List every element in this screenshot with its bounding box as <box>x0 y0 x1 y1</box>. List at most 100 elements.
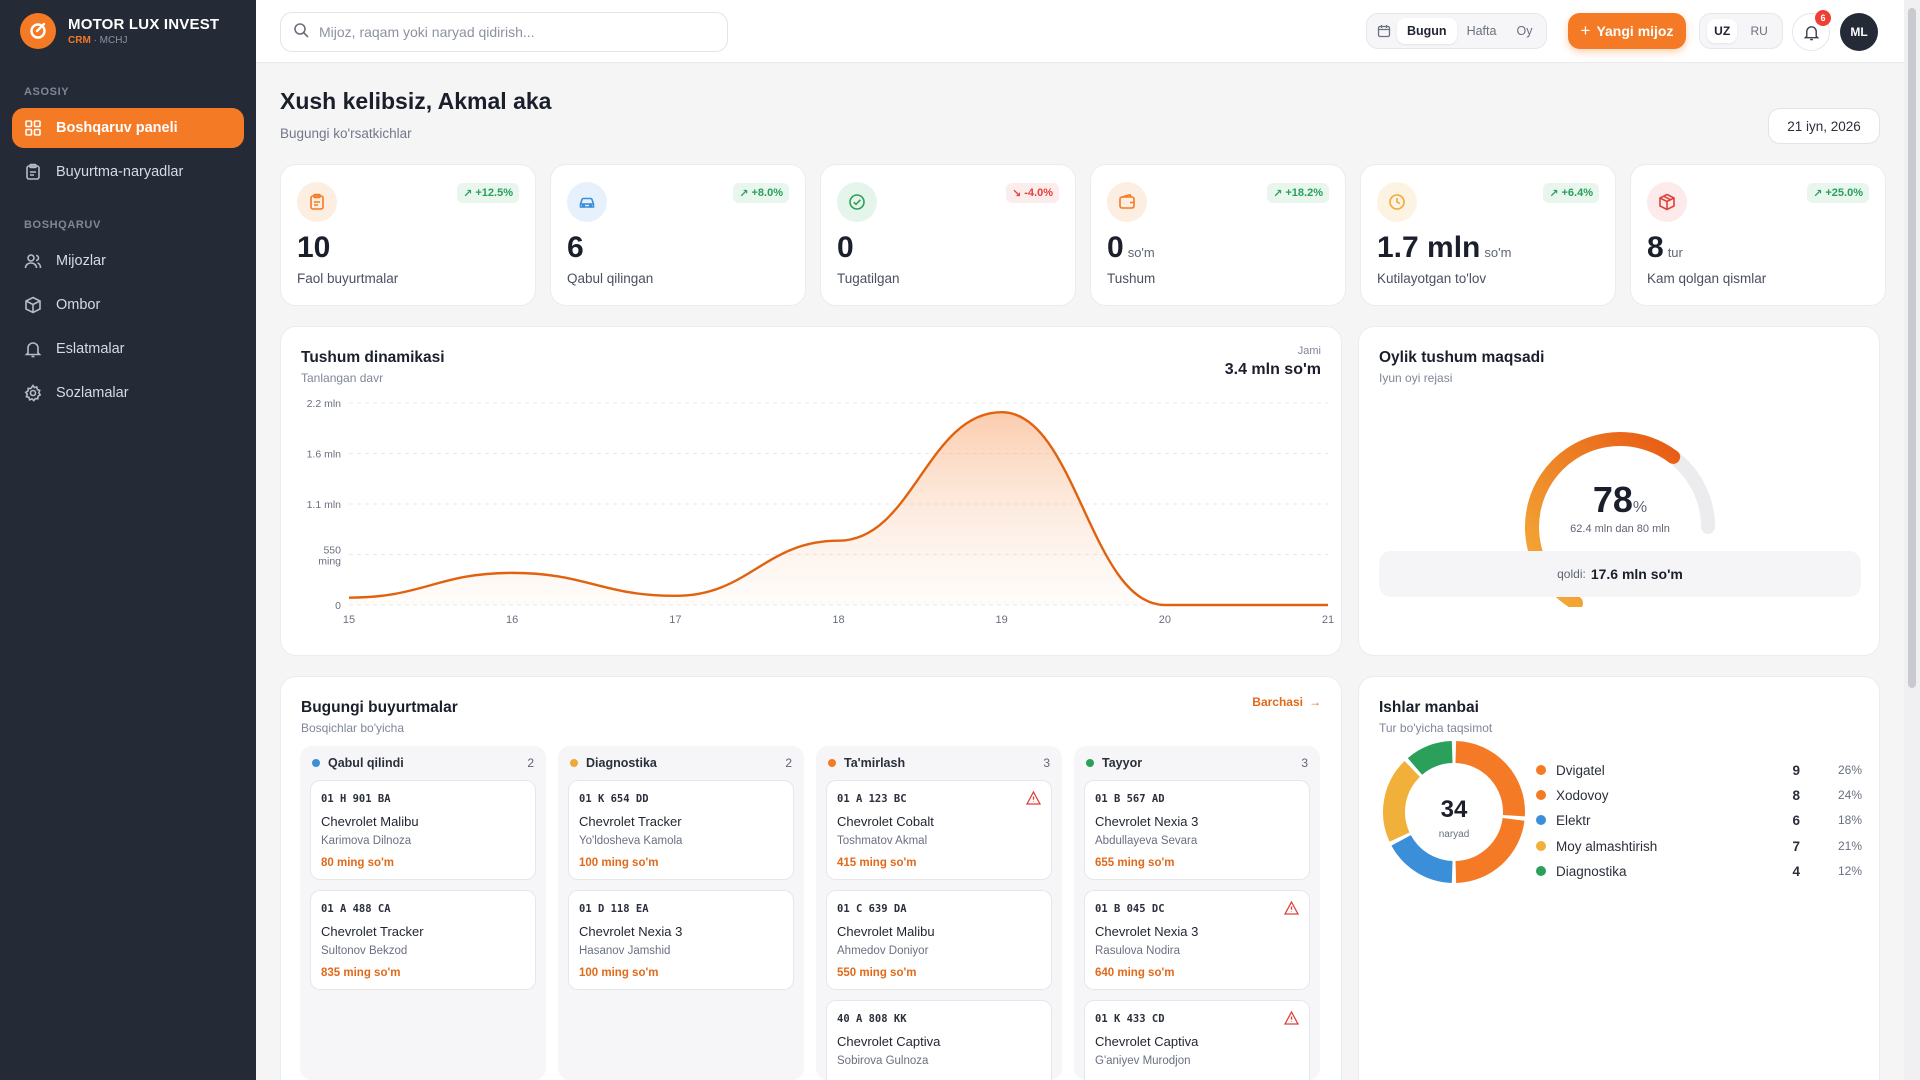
avatar[interactable]: ML <box>1840 13 1878 51</box>
goal-detail: 62.4 mln dan 80 mln <box>1570 523 1670 535</box>
order-plate: 01 D 118 EA <box>579 903 649 915</box>
wallet-icon <box>1107 182 1147 222</box>
y-tick-label: 2.2 mln <box>307 398 342 410</box>
sources-donut-chart <box>1383 741 1525 883</box>
sidebar-item-label: Buyurtma-naryadlar <box>56 164 184 180</box>
order-card[interactable]: 01 C 639 DA Chevrolet Malibu Ahmedov Don… <box>826 890 1052 990</box>
order-plate: 01 C 639 DA <box>837 903 907 915</box>
sidebar-item-dashboard[interactable]: Boshqaruv paneli <box>12 108 244 148</box>
order-plate: 01 B 567 AD <box>1095 793 1165 805</box>
order-client: Ahmedov Doniyor <box>837 945 929 957</box>
chart-total-value: 3.4 mln so'm <box>1224 361 1321 378</box>
kpi-label: Kutilayotgan to'lov <box>1377 271 1487 286</box>
date-picker[interactable]: 21 iyn, 2026 <box>1768 108 1880 144</box>
order-plate: 40 A 808 KK <box>837 1013 907 1025</box>
order-client: Rasulova Nodira <box>1095 945 1181 957</box>
order-car: Chevrolet Tracker <box>579 814 682 829</box>
sidebar-item-reminders[interactable]: Eslatmalar <box>12 329 244 369</box>
period-today[interactable]: Bugun <box>1397 18 1457 44</box>
legend-dot <box>1536 866 1546 876</box>
bell-icon <box>24 340 42 358</box>
legend-dot <box>1536 790 1546 800</box>
chart-total-label: Jami <box>1297 345 1321 357</box>
y-tick-label: 0 <box>335 600 341 612</box>
chart-subtitle: Tanlangan davr <box>301 371 384 385</box>
trend-up-icon: ↗ <box>1813 187 1823 200</box>
kanban-column-ready: Tayyor 3 01 B 567 AD Chevrolet Nexia 3 Ab… <box>1074 746 1320 1080</box>
sidebar-item-settings[interactable]: Sozlamalar <box>12 373 244 413</box>
kpi-card-low-stock[interactable]: ↗ +25.0% 8 tur Kam qolgan qismlar <box>1630 164 1886 306</box>
y-tick-label: 1.6 mln <box>307 449 342 461</box>
kpi-value: 0 so'm <box>1107 231 1155 264</box>
nav-section-manage: BOSHQARUV <box>24 219 101 231</box>
sidebar-item-label: Mijozlar <box>56 253 106 269</box>
order-client: G'aniyev Murodjon <box>1095 1055 1191 1067</box>
order-card[interactable]: 01 H 901 BA Chevrolet Malibu Karimova Di… <box>310 780 536 880</box>
donut-slice <box>1407 741 1453 776</box>
order-card[interactable]: 01 A 123 BC Chevrolet Cobalt Toshmatov A… <box>826 780 1052 880</box>
kpi-card-active-orders[interactable]: ↗ +12.5% 10 Faol buyurtmalar <box>280 164 536 306</box>
sidebar-item-clients[interactable]: Mijozlar <box>12 241 244 281</box>
order-card[interactable]: 01 B 567 AD Chevrolet Nexia 3 Abdullayev… <box>1084 780 1310 880</box>
column-header: Ta'mirlash 3 <box>828 756 1050 770</box>
legend-dot <box>1536 841 1546 851</box>
order-price: 640 ming so'm <box>1095 967 1175 979</box>
order-price: 550 ming so'm <box>837 967 917 979</box>
lang-ru[interactable]: RU <box>1750 24 1768 38</box>
order-card[interactable]: 01 B 045 DC Chevrolet Nexia 3 Rasulova N… <box>1084 890 1310 990</box>
order-client: Sobirova Gulnoza <box>837 1055 929 1067</box>
order-card[interactable]: 01 A 488 CA Chevrolet Tracker Sultonov B… <box>310 890 536 990</box>
order-price: 100 ming so'm <box>579 857 659 869</box>
page-scrollbar[interactable] <box>1904 0 1920 1080</box>
orders-title: Bugungi buyurtmalar <box>301 699 458 716</box>
car-icon <box>567 182 607 222</box>
order-client: Karimova Dilnoza <box>321 835 412 847</box>
sidebar-item-label: Sozlamalar <box>56 385 129 401</box>
period-week[interactable]: Hafta <box>1466 24 1497 38</box>
page-title: Xush kelibsiz, Akmal aka <box>280 88 552 114</box>
sidebar-item-warehouse[interactable]: Ombor <box>12 285 244 325</box>
legend-item: Moy almashtirish 7 21% <box>1536 836 1862 856</box>
check-circle-icon <box>837 182 877 222</box>
kanban-column-diagnostics: Diagnostika 2 01 K 654 DD Chevrolet Track… <box>558 746 804 1080</box>
kpi-card-completed[interactable]: ↘ -4.0% 0 Tugatilgan <box>820 164 1076 306</box>
lang-uz[interactable]: UZ <box>1707 19 1738 43</box>
trend-badge: ↗ +18.2% <box>1267 183 1329 203</box>
search-icon <box>293 22 309 43</box>
period-month[interactable]: Oy <box>1516 24 1533 38</box>
order-card[interactable]: 01 D 118 EA Chevrolet Nexia 3 Hasanov Ja… <box>568 890 794 990</box>
search-box[interactable] <box>280 12 728 52</box>
order-car: Chevrolet Malibu <box>321 814 419 829</box>
calendar-icon <box>1377 24 1391 38</box>
order-card[interactable]: 40 A 808 KK Chevrolet Captiva Sobirova G… <box>826 1000 1052 1080</box>
kpi-card-revenue[interactable]: ↗ +18.2% 0 so'm Tushum <box>1090 164 1346 306</box>
trend-up-icon: ↗ <box>463 187 473 200</box>
sidebar-item-orders[interactable]: Buyurtma-naryadlar <box>12 152 244 192</box>
goal-percent: 78% <box>1592 479 1648 520</box>
order-car: Chevrolet Malibu <box>837 924 935 939</box>
x-tick-label: 19 <box>996 614 1008 626</box>
search-input[interactable] <box>319 24 699 40</box>
order-car: Chevrolet Captiva <box>837 1034 941 1049</box>
new-client-button[interactable]: + Yangi mijoz <box>1568 13 1686 49</box>
orders-subtitle: Bosqichlar bo'yicha <box>301 721 405 735</box>
x-tick-label: 20 <box>1159 614 1171 626</box>
notifications-button[interactable]: 6 <box>1792 10 1831 51</box>
legend-item: Xodovoy 8 24% <box>1536 785 1862 805</box>
donut-total: 34 <box>1440 796 1468 823</box>
donut-total-label: naryad <box>1438 829 1470 840</box>
kpi-card-pending-payment[interactable]: ↗ +6.4% 1.7 mln so'm Kutilayotgan to'lov <box>1360 164 1616 306</box>
brand[interactable]: MOTOR LUX INVEST CRM · MCHJ <box>0 0 256 62</box>
users-icon <box>24 252 42 270</box>
kpi-label: Qabul qilingan <box>567 271 654 286</box>
kanban-column-received: Qabul qilindi 2 01 H 901 BA Chevrolet Mal… <box>300 746 546 1080</box>
y-tick-label: 1.1 mln <box>307 499 342 511</box>
order-card[interactable]: 01 K 654 DD Chevrolet Tracker Yo'ldoshev… <box>568 780 794 880</box>
orders-all-link[interactable]: Barchasi → <box>1252 695 1321 709</box>
scrollbar-thumb[interactable] <box>1908 8 1916 688</box>
order-card[interactable]: 01 K 433 CD Chevrolet Captiva G'aniyev M… <box>1084 1000 1310 1080</box>
order-price: 100 ming so'm <box>579 967 659 979</box>
new-client-label: Yangi mijoz <box>1596 23 1674 39</box>
kpi-card-received[interactable]: ↗ +8.0% 6 Qabul qilingan <box>550 164 806 306</box>
order-price: 415 ming so'm <box>837 857 917 869</box>
